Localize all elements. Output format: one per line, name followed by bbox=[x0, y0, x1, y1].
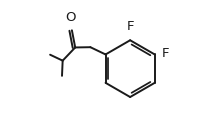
Text: F: F bbox=[126, 20, 134, 33]
Text: O: O bbox=[65, 11, 76, 24]
Text: F: F bbox=[162, 47, 169, 60]
